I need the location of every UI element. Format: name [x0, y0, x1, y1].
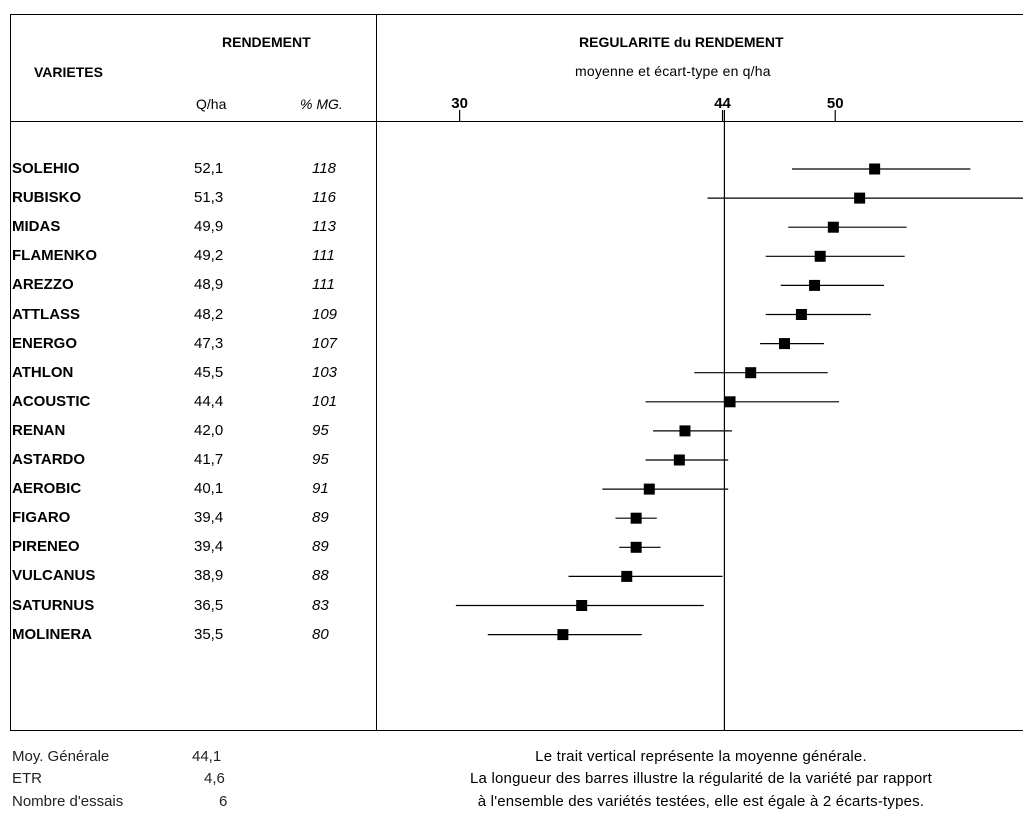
data-point	[621, 570, 633, 582]
yield-qha: 36,5	[194, 597, 224, 614]
chart-subtitle: moyenne et écart-type en q/ha	[575, 63, 771, 79]
yield-pct: 111	[312, 247, 335, 264]
etr-value: 4,6	[204, 770, 225, 787]
column-divider	[376, 14, 377, 730]
yield-qha: 51,3	[194, 189, 224, 206]
yield-pct: 109	[312, 306, 338, 323]
yield-qha: 47,3	[194, 335, 224, 352]
data-point	[779, 338, 791, 350]
variety-name: MIDAS	[12, 218, 61, 235]
yield-qha: 39,4	[194, 538, 224, 555]
variety-name: MOLINERA	[12, 626, 92, 643]
yield-pct: 111	[312, 276, 335, 293]
yield-pct: 89	[312, 509, 329, 526]
data-point	[630, 512, 642, 524]
yield-pct: 101	[312, 393, 338, 410]
data-point	[827, 221, 839, 233]
variety-name: VULCANUS	[12, 567, 96, 584]
note-line-1: Le trait vertical représente la moyenne …	[535, 748, 867, 765]
yield-qha: 41,7	[194, 451, 224, 468]
data-point	[814, 250, 826, 262]
variety-name: SOLEHIO	[12, 160, 80, 177]
x-tick-label: 50	[827, 95, 844, 112]
chart-title: REGULARITE du RENDEMENT	[579, 34, 784, 50]
variety-name: FLAMENKO	[12, 247, 97, 264]
variety-name: AREZZO	[12, 276, 74, 293]
yield-pct: 95	[312, 451, 329, 468]
header-divider	[10, 121, 1023, 122]
yield-qha: 48,9	[194, 276, 224, 293]
data-point	[643, 483, 655, 495]
etr-label: ETR	[12, 770, 42, 787]
table-frame	[10, 14, 1023, 731]
variety-name: RUBISKO	[12, 189, 82, 206]
yield-qha: 42,0	[194, 422, 224, 439]
data-point	[809, 279, 821, 291]
x-tick-label: 44	[714, 95, 731, 112]
yield-qha: 40,1	[194, 480, 224, 497]
yield-qha: 44,4	[194, 393, 224, 410]
yield-qha: 38,9	[194, 567, 224, 584]
regularity-chart: 30 44 50	[451, 95, 1023, 730]
variety-name: ASTARDO	[12, 451, 86, 468]
data-point	[869, 163, 881, 175]
yield-qha: 52,1	[194, 160, 224, 177]
moy-label: Moy. Générale	[12, 748, 110, 765]
data-point	[854, 192, 866, 204]
yield-pct: 107	[312, 335, 338, 352]
data-point	[679, 425, 691, 437]
yield-pct: 103	[312, 364, 338, 381]
note-line-2: La longueur des barres illustre la régul…	[470, 770, 932, 787]
moy-value: 44,1	[192, 748, 222, 765]
yield-qha: 49,2	[194, 247, 224, 264]
variety-name: ACOUSTIC	[12, 393, 91, 410]
variety-name: SATURNUS	[12, 597, 95, 614]
yield-pct: 88	[312, 567, 329, 584]
note-line-3: à l'ensemble des variétés testées, elle …	[477, 793, 925, 810]
essais-value: 6	[219, 793, 228, 810]
data-point	[795, 309, 807, 320]
x-tick-label: 30	[451, 95, 468, 112]
unit-qha-header: Q/ha	[196, 96, 227, 112]
yield-pct: 80	[312, 626, 329, 643]
yield-qha: 39,4	[194, 509, 224, 526]
data-point	[745, 367, 757, 379]
variety-name: ENERGO	[12, 335, 78, 352]
variety-name: ATTLASS	[12, 306, 81, 323]
essais-label: Nombre d'essais	[12, 793, 124, 810]
variety-name: ATHLON	[12, 364, 74, 381]
yield-qha: 35,5	[194, 626, 224, 643]
data-point	[630, 541, 642, 553]
yield-pct: 118	[312, 160, 336, 177]
rendement-header: RENDEMENT	[222, 34, 311, 50]
yield-pct: 95	[312, 422, 329, 439]
yield-pct: 113	[312, 218, 336, 235]
yield-pct: 91	[312, 480, 329, 497]
yield-qha: 45,5	[194, 364, 224, 381]
data-point	[557, 629, 569, 641]
variety-name: RENAN	[12, 422, 66, 439]
yield-pct: 89	[312, 538, 329, 555]
unit-pct-header: % MG.	[300, 96, 343, 112]
variety-name: AEROBIC	[12, 480, 82, 497]
yield-qha: 49,9	[194, 218, 224, 235]
variety-name: PIRENEO	[12, 538, 80, 555]
varietes-header: VARIETES	[34, 64, 103, 80]
yield-pct: 83	[312, 597, 329, 614]
data-point	[673, 454, 685, 466]
yield-qha: 48,2	[194, 306, 224, 323]
yield-pct: 116	[312, 189, 336, 206]
data-point	[576, 600, 588, 611]
variety-name: FIGARO	[12, 509, 71, 526]
data-point	[724, 396, 736, 408]
